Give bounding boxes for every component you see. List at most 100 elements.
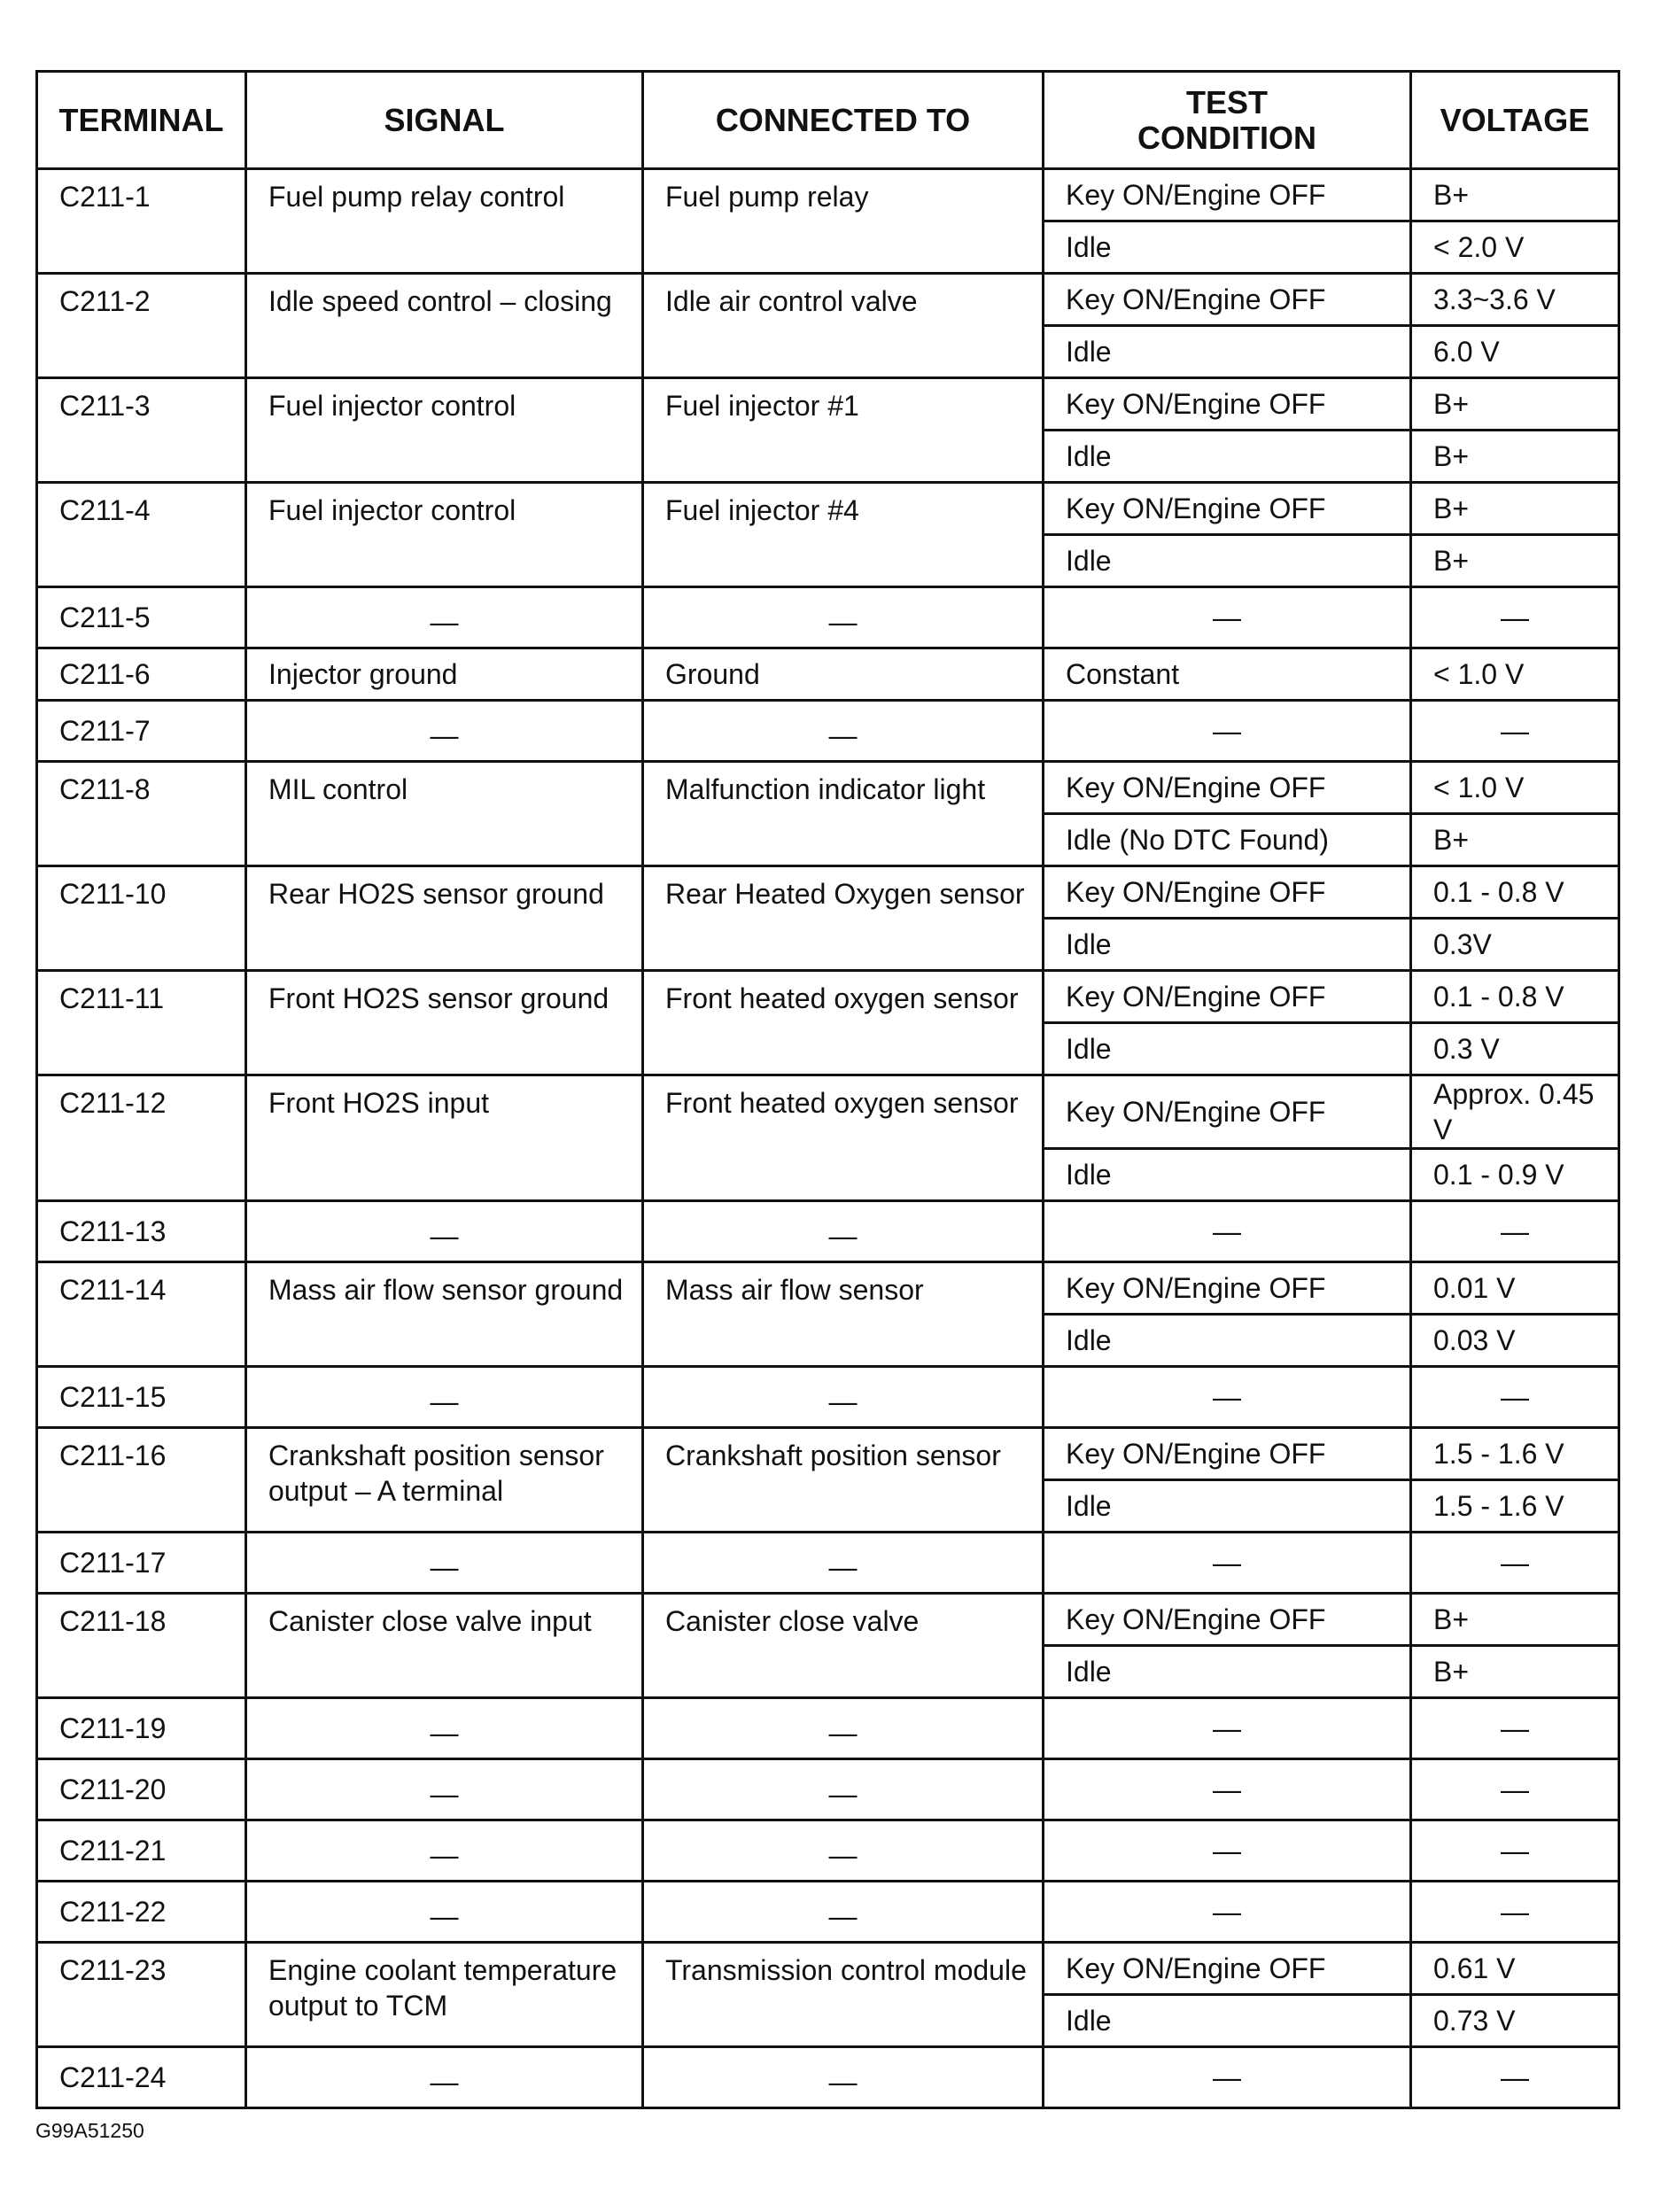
voltage-cell: Approx. 0.45 V bbox=[1409, 1074, 1620, 1150]
test-condition-cell: Idle bbox=[1042, 1147, 1412, 1202]
table-row: C211-15— — — — bbox=[35, 1365, 1620, 1429]
table-row: C211-21— — — — bbox=[35, 1819, 1620, 1882]
signal-cell: MIL control bbox=[244, 760, 644, 867]
signal-cell: — bbox=[244, 1758, 644, 1821]
connected-to-cell: — bbox=[641, 1819, 1044, 1882]
signal-cell: — bbox=[244, 1365, 644, 1429]
table-row: Idle B+ bbox=[37, 1644, 1620, 1699]
voltage-cell: B+ bbox=[1409, 167, 1620, 222]
table-row: C211-4 Fuel injector control Fuel injector… bbox=[35, 481, 1620, 588]
connected-to-cell: — bbox=[641, 1758, 1044, 1821]
test-condition-cell: Idle bbox=[1042, 1021, 1412, 1076]
table-row: C211-10 Rear HO2S sensor ground Rear Heate… bbox=[35, 865, 1620, 972]
signal-cell: Front HO2S input bbox=[244, 1074, 644, 1202]
test-condition-cell: Idle bbox=[1042, 1993, 1412, 2048]
connected-to-cell: Ground bbox=[641, 647, 1044, 702]
terminal-cell: C211-10 bbox=[35, 865, 247, 972]
voltage-cell: 0.1 - 0.9 V bbox=[1409, 1147, 1620, 1202]
table-row: C211-14 Mass air flow sensor ground Mass a… bbox=[35, 1261, 1620, 1368]
voltage-cell: 0.1 - 0.8 V bbox=[1409, 865, 1620, 920]
connected-to-cell: Rear Heated Oxygen sensor bbox=[641, 865, 1044, 972]
terminal-cell: C211-8 bbox=[35, 760, 247, 867]
terminal-table: TERMINAL SIGNAL CONNECTED TO TEST CONDIT… bbox=[35, 70, 1620, 2109]
table-row: C211-1 Fuel pump relay control Fuel pump r… bbox=[35, 167, 1620, 275]
terminal-cell: C211-22 bbox=[35, 1880, 247, 1944]
test-condition-cell: Key ON/Engine OFF bbox=[1042, 376, 1412, 431]
test-condition-cell: Idle (No DTC Found) bbox=[1042, 812, 1412, 867]
voltage-cell: 1.5 - 1.6 V bbox=[1409, 1479, 1620, 1533]
test-condition-cell: Idle bbox=[1042, 1479, 1412, 1533]
signal-cell: Fuel injector control bbox=[244, 376, 644, 484]
test-condition-cell: Key ON/Engine OFF bbox=[1042, 760, 1412, 815]
test-condition-cell: Key ON/Engine OFF bbox=[1042, 1592, 1412, 1647]
voltage-cell: 0.1 - 0.8 V bbox=[1409, 969, 1620, 1024]
header-terminal: TERMINAL bbox=[35, 70, 247, 170]
test-condition-cell: — bbox=[1042, 1531, 1412, 1595]
connected-to-cell: Fuel injector #1 bbox=[641, 376, 1044, 484]
terminal-cell: C211-14 bbox=[35, 1261, 247, 1368]
connected-to-cell: Fuel pump relay bbox=[641, 167, 1044, 275]
connected-to-cell: — bbox=[641, 699, 1044, 763]
test-condition-cell: Key ON/Engine OFF bbox=[1042, 865, 1412, 920]
header-connected-to: CONNECTED TO bbox=[641, 70, 1044, 170]
voltage-cell: B+ bbox=[1409, 812, 1620, 867]
voltage-cell: < 1.0 V bbox=[1409, 647, 1620, 702]
test-condition-cell: Idle bbox=[1042, 1313, 1412, 1368]
header-test-condition: TEST CONDITION bbox=[1042, 70, 1412, 170]
voltage-cell: — bbox=[1409, 1758, 1620, 1821]
voltage-cell: 0.01 V bbox=[1409, 1261, 1620, 1316]
connected-to-cell: — bbox=[641, 1199, 1044, 1263]
test-condition-cell: Idle bbox=[1042, 220, 1412, 275]
table-row: Idle 0.3V bbox=[37, 917, 1620, 972]
test-condition-cell: — bbox=[1042, 1880, 1412, 1944]
signal-cell: Injector ground bbox=[244, 647, 644, 702]
test-condition-cell: — bbox=[1042, 1696, 1412, 1760]
test-condition-cell: Key ON/Engine OFF bbox=[1042, 1074, 1412, 1150]
signal-cell: — bbox=[244, 586, 644, 649]
terminal-cell: C211-2 bbox=[35, 272, 247, 379]
header-row: TERMINAL SIGNAL CONNECTED TO TEST CONDIT… bbox=[35, 70, 1620, 170]
table-row: C211-2 Idle speed control – closing Idle a… bbox=[35, 272, 1620, 379]
terminal-cell: C211-5 bbox=[35, 586, 247, 649]
connected-to-cell: — bbox=[641, 586, 1044, 649]
test-condition-cell: — bbox=[1042, 1758, 1412, 1821]
connected-to-cell: — bbox=[641, 1696, 1044, 1760]
table-row: C211-19— — — — bbox=[35, 1696, 1620, 1760]
terminal-cell: C211-16 bbox=[35, 1426, 247, 1533]
terminal-cell: C211-24 bbox=[35, 2045, 247, 2109]
table-row: Idle 0.03 V bbox=[37, 1313, 1620, 1368]
connected-to-cell: Transmission control module bbox=[641, 1941, 1044, 2048]
connected-to-cell: Malfunction indicator light bbox=[641, 760, 1044, 867]
voltage-cell: < 2.0 V bbox=[1409, 220, 1620, 275]
signal-cell: Engine coolant temperature output to TCM bbox=[244, 1941, 644, 2048]
table-row: C211-7— — — — bbox=[35, 699, 1620, 763]
test-condition-cell: — bbox=[1042, 1819, 1412, 1882]
test-condition-cell: — bbox=[1042, 1365, 1412, 1429]
connected-to-cell: — bbox=[641, 1531, 1044, 1595]
table-row: C211-5— — — — bbox=[35, 586, 1620, 649]
test-condition-cell: Key ON/Engine OFF bbox=[1042, 1941, 1412, 1996]
table-row: Idle < 2.0 V bbox=[37, 220, 1620, 275]
connected-to-cell: Front heated oxygen sensor bbox=[641, 969, 1044, 1076]
test-condition-cell: Key ON/Engine OFF bbox=[1042, 481, 1412, 536]
voltage-cell: B+ bbox=[1409, 481, 1620, 536]
table-row: C211-24— — — — bbox=[35, 2045, 1620, 2109]
signal-cell: — bbox=[244, 699, 644, 763]
table-row: C211-11 Front HO2S sensor ground Front hea… bbox=[35, 969, 1620, 1076]
figure-code: G99A51250 bbox=[35, 2119, 144, 2142]
terminal-cell: C211-18 bbox=[35, 1592, 247, 1699]
test-condition-cell: Idle bbox=[1042, 1644, 1412, 1699]
voltage-cell: B+ bbox=[1409, 1592, 1620, 1647]
voltage-cell: — bbox=[1409, 1531, 1620, 1595]
test-condition-cell: Key ON/Engine OFF bbox=[1042, 167, 1412, 222]
signal-cell: Fuel injector control bbox=[244, 481, 644, 588]
terminal-cell: C211-15 bbox=[35, 1365, 247, 1429]
signal-cell: Rear HO2S sensor ground bbox=[244, 865, 644, 972]
table-row: C211-17— — — — bbox=[35, 1531, 1620, 1595]
table-row: C211-6 Injector ground Ground Constant < 1.0… bbox=[35, 647, 1620, 702]
test-condition-cell: — bbox=[1042, 699, 1412, 763]
voltage-cell: — bbox=[1409, 1696, 1620, 1760]
voltage-cell: 3.3~3.6 V bbox=[1409, 272, 1620, 327]
table-row: Idle 0.1 - 0.9 V bbox=[37, 1147, 1620, 1202]
voltage-cell: — bbox=[1409, 2045, 1620, 2109]
